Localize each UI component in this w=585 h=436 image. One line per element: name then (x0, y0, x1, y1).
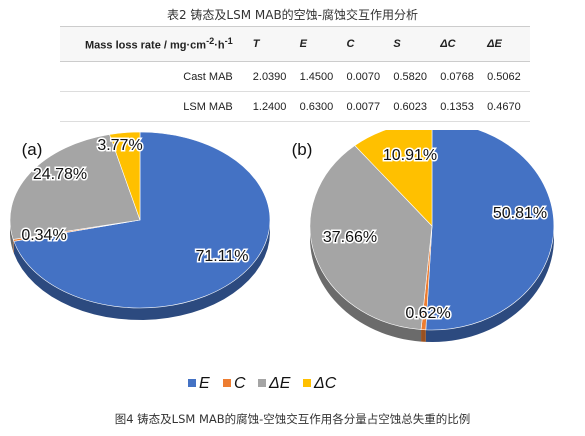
pie-slice-delta-c (354, 130, 433, 227)
table-cell: 1.4500 (295, 61, 343, 92)
data-label-delta-e: 24.78% (33, 166, 87, 183)
row-label: Cast MAB (60, 61, 249, 92)
data-label-c: 0.34% (21, 227, 66, 244)
data-label-delta-e: 37.66% (323, 229, 377, 246)
pie-side-c (13, 239, 14, 254)
data-label-delta-c: 10.91% (383, 147, 437, 164)
table-cell: 0.4670 (483, 91, 530, 122)
legend-label-c: C (234, 375, 246, 392)
table-cell: 0.0077 (342, 91, 390, 122)
header-e: E (295, 26, 343, 62)
table-caption: 表2 铸态及LSM MAB的空蚀-腐蚀交互作用分析 (166, 8, 419, 22)
header-c: C (342, 26, 390, 62)
figure-caption: 图4 铸态及LSM MAB的腐蚀-空蚀交互作用各分量占空蚀总失重的比例 (114, 412, 471, 426)
data-label-e: 71.11% (195, 248, 248, 265)
legend: E C ΔE ΔC (188, 375, 337, 392)
pie-side-delta-e (10, 220, 14, 252)
data-label-c: 0.62% (405, 305, 450, 322)
table-header-row: Mass loss rate / mg·cm-2·h-1 T E C S ΔC … (60, 26, 530, 62)
table-cell: 0.6300 (295, 91, 343, 122)
legend-swatch-delta-c (303, 379, 311, 387)
pie-slice-delta-e (309, 145, 433, 330)
pie-chart-b: 50.81% 0.62% 37.66% 10.91% (b) (292, 130, 555, 342)
pie-side-c (421, 329, 426, 342)
table-row: LSM MAB 1.2400 0.6300 0.0077 0.6023 0.13… (60, 91, 530, 122)
table-cell: 0.5062 (483, 61, 530, 92)
header-mass-loss-rate: Mass loss rate / mg·cm-2·h-1 (60, 26, 249, 62)
table-row: Cast MAB 2.0390 1.4500 0.0070 0.5820 0.0… (60, 61, 530, 92)
pie-side-e (425, 226, 554, 342)
pie-slice-e (13, 131, 271, 309)
pie-slice-e (425, 130, 555, 331)
legend-label-delta-e: ΔE (268, 375, 291, 392)
data-label-e: 50.81% (493, 205, 547, 222)
table-cell: 0.0768 (436, 61, 484, 92)
legend-swatch-delta-e (258, 379, 266, 387)
pie-side-delta-e (310, 226, 422, 342)
header-delta-c: ΔC (436, 26, 484, 62)
table-cell: 1.2400 (248, 91, 296, 122)
legend-swatch-e (188, 379, 196, 387)
header-delta-e: ΔE (483, 26, 530, 62)
legend-label-e: E (199, 375, 210, 392)
pie-charts: 71.11% 0.34% 24.78% 3.77% (a) 50.81% 0.62% 37.6… (9, 130, 555, 392)
data-label-delta-c: 3.77% (97, 137, 142, 154)
table-cell: 0.1353 (436, 91, 484, 122)
pie-chart-a: 71.11% 0.34% 24.78% 3.77% (a) (9, 131, 271, 320)
mass-loss-table: Mass loss rate / mg·cm-2·h-1 T E C S ΔC … (60, 26, 530, 122)
panel-label: (b) (292, 140, 313, 159)
pie-slice-delta-e (9, 134, 141, 240)
legend-swatch-c (223, 379, 231, 387)
header-t: T (248, 26, 296, 62)
table-cell: 0.0070 (342, 61, 390, 92)
table-cell: 2.0390 (248, 61, 296, 92)
table-cell: 0.5820 (389, 61, 437, 92)
table-cell: 0.6023 (389, 91, 437, 122)
pie-slice-delta-c (109, 131, 141, 221)
panel-label: (a) (22, 140, 43, 159)
legend-label-delta-c: ΔC (313, 375, 337, 392)
row-label: LSM MAB (60, 91, 249, 122)
header-s: S (389, 26, 437, 62)
